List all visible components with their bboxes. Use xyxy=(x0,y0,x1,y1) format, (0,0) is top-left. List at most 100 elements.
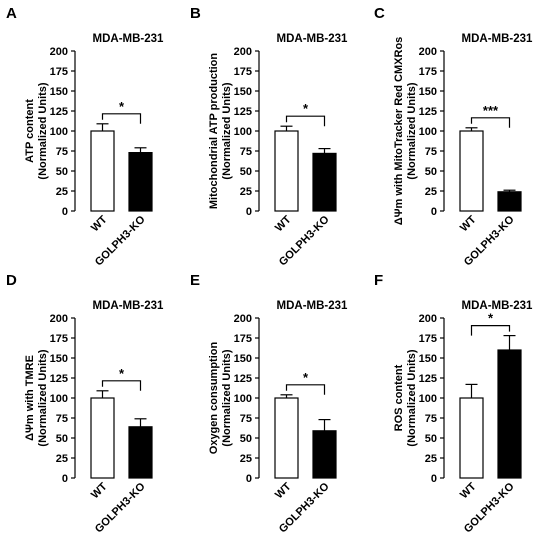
y-tick-label: 100 xyxy=(234,126,252,138)
x-category-label: WT xyxy=(458,213,479,234)
chart-title: MDA-MB-231 xyxy=(277,300,349,312)
y-tick-label: 125 xyxy=(419,106,437,118)
y-tick-label: 200 xyxy=(50,46,68,58)
y-tick-label: 150 xyxy=(50,86,68,98)
chart-title: MDA-MB-231 xyxy=(93,300,165,312)
y-tick-label: 175 xyxy=(234,66,252,78)
y-tick-label: 150 xyxy=(419,353,437,365)
significance-marker: * xyxy=(303,370,309,385)
y-tick-label: 25 xyxy=(425,453,437,465)
y-tick-label: 100 xyxy=(419,126,437,138)
panel-letter: D xyxy=(6,272,17,289)
significance-marker: * xyxy=(303,101,309,116)
y-tick-label: 75 xyxy=(240,146,252,158)
y-tick-label: 25 xyxy=(56,453,68,465)
significance-bracket xyxy=(101,380,142,391)
y-tick-label: 0 xyxy=(246,206,252,218)
y-tick-label: 0 xyxy=(431,206,437,218)
y-tick-label: 200 xyxy=(419,313,437,325)
x-category-label: WT xyxy=(273,480,294,501)
y-tick-label: 75 xyxy=(425,146,437,158)
significance-bracket xyxy=(285,115,326,127)
y-tick-label: 125 xyxy=(234,106,252,118)
x-category-label: WT xyxy=(273,213,294,234)
panel-letter: A xyxy=(6,5,17,22)
y-tick-label: 75 xyxy=(425,413,437,425)
y-tick-label: 175 xyxy=(419,333,437,345)
bar-golph3-ko xyxy=(312,152,337,212)
significance-bracket xyxy=(285,384,326,395)
y-tick-label: 175 xyxy=(234,333,252,345)
bar-wt xyxy=(90,130,115,212)
y-tick-label: 0 xyxy=(431,473,437,485)
y-tick-label: 150 xyxy=(50,353,68,365)
y-tick-label: 25 xyxy=(240,453,252,465)
chart-panel-f: F MDA-MB-231 ROS content (Normalized Units)… xyxy=(374,272,533,535)
y-axis-label: Oxygen consumption xyxy=(208,341,220,454)
bar-wt xyxy=(274,397,299,479)
y-axis-label: ROS content xyxy=(393,364,405,431)
y-tick-label: 50 xyxy=(240,166,252,178)
y-tick-label: 25 xyxy=(56,186,68,198)
y-tick-label: 100 xyxy=(50,393,68,405)
panel-letter: F xyxy=(374,272,383,289)
y-tick-label: 50 xyxy=(425,433,437,445)
bar-wt xyxy=(459,397,484,479)
significance-bracket xyxy=(470,325,511,336)
panel-letter: E xyxy=(190,272,200,289)
bar-wt xyxy=(459,130,484,212)
y-axis-label-units: (Normalized Units) xyxy=(221,82,233,180)
y-tick-label: 200 xyxy=(50,313,68,325)
y-tick-label: 25 xyxy=(240,186,252,198)
significance-marker: * xyxy=(119,366,125,381)
y-tick-label: 125 xyxy=(419,373,437,385)
y-tick-label: 100 xyxy=(50,126,68,138)
y-axis-label: ΔΨm with MitoTracker Red CMXRos xyxy=(393,37,405,226)
y-tick-label: 175 xyxy=(50,333,68,345)
y-tick-label: 150 xyxy=(234,353,252,365)
y-tick-label: 50 xyxy=(425,166,437,178)
bar-golph3-ko xyxy=(312,430,337,479)
x-category-label: WT xyxy=(89,213,110,234)
y-axis-label-units: (Normalized Units) xyxy=(221,349,233,447)
chart-panel-e: E MDA-MB-231 Oxygen consumption (Normalized… xyxy=(190,272,348,535)
y-tick-label: 100 xyxy=(234,393,252,405)
bar-wt xyxy=(90,397,115,479)
significance-marker: * xyxy=(119,99,125,114)
y-tick-label: 175 xyxy=(419,66,437,78)
y-axis-label-units: (Normalized Units) xyxy=(37,82,49,180)
y-tick-label: 75 xyxy=(56,413,68,425)
y-tick-label: 50 xyxy=(240,433,252,445)
chart-title: MDA-MB-231 xyxy=(462,33,534,45)
chart-panel-d: D MDA-MB-231 ΔΨm with TMRE (Normalized Unit… xyxy=(6,272,164,535)
bar-golph3-ko xyxy=(128,426,153,479)
y-tick-label: 200 xyxy=(419,46,437,58)
y-tick-label: 200 xyxy=(234,46,252,58)
x-category-label: WT xyxy=(458,480,479,501)
panel-letter: B xyxy=(190,5,201,22)
y-tick-label: 75 xyxy=(56,146,68,158)
chart-title: MDA-MB-231 xyxy=(93,33,165,45)
y-tick-label: 200 xyxy=(234,313,252,325)
y-tick-label: 175 xyxy=(50,66,68,78)
y-tick-label: 100 xyxy=(419,393,437,405)
y-axis-label-units: (Normalized Units) xyxy=(37,349,49,447)
panel-letter: C xyxy=(374,5,385,22)
y-tick-label: 125 xyxy=(234,373,252,385)
significance-marker: *** xyxy=(483,103,499,118)
y-axis-label: ΔΨm with TMRE xyxy=(24,355,36,441)
chart-title: MDA-MB-231 xyxy=(277,33,349,45)
y-axis-label-units: (Normalized Units) xyxy=(406,82,418,180)
y-tick-label: 75 xyxy=(240,413,252,425)
y-axis-label: Mitochondrial ATP production xyxy=(208,53,220,210)
bar-golph3-ko xyxy=(128,152,153,212)
y-tick-label: 25 xyxy=(425,186,437,198)
y-tick-label: 125 xyxy=(50,106,68,118)
y-tick-label: 50 xyxy=(56,166,68,178)
y-axis-label: ATP content xyxy=(24,99,36,163)
chart-panel-a: A MDA-MB-231 ATP content (Normalized Units)… xyxy=(6,5,164,268)
significance-bracket xyxy=(101,113,142,124)
x-category-label: WT xyxy=(89,480,110,501)
y-tick-label: 0 xyxy=(246,473,252,485)
